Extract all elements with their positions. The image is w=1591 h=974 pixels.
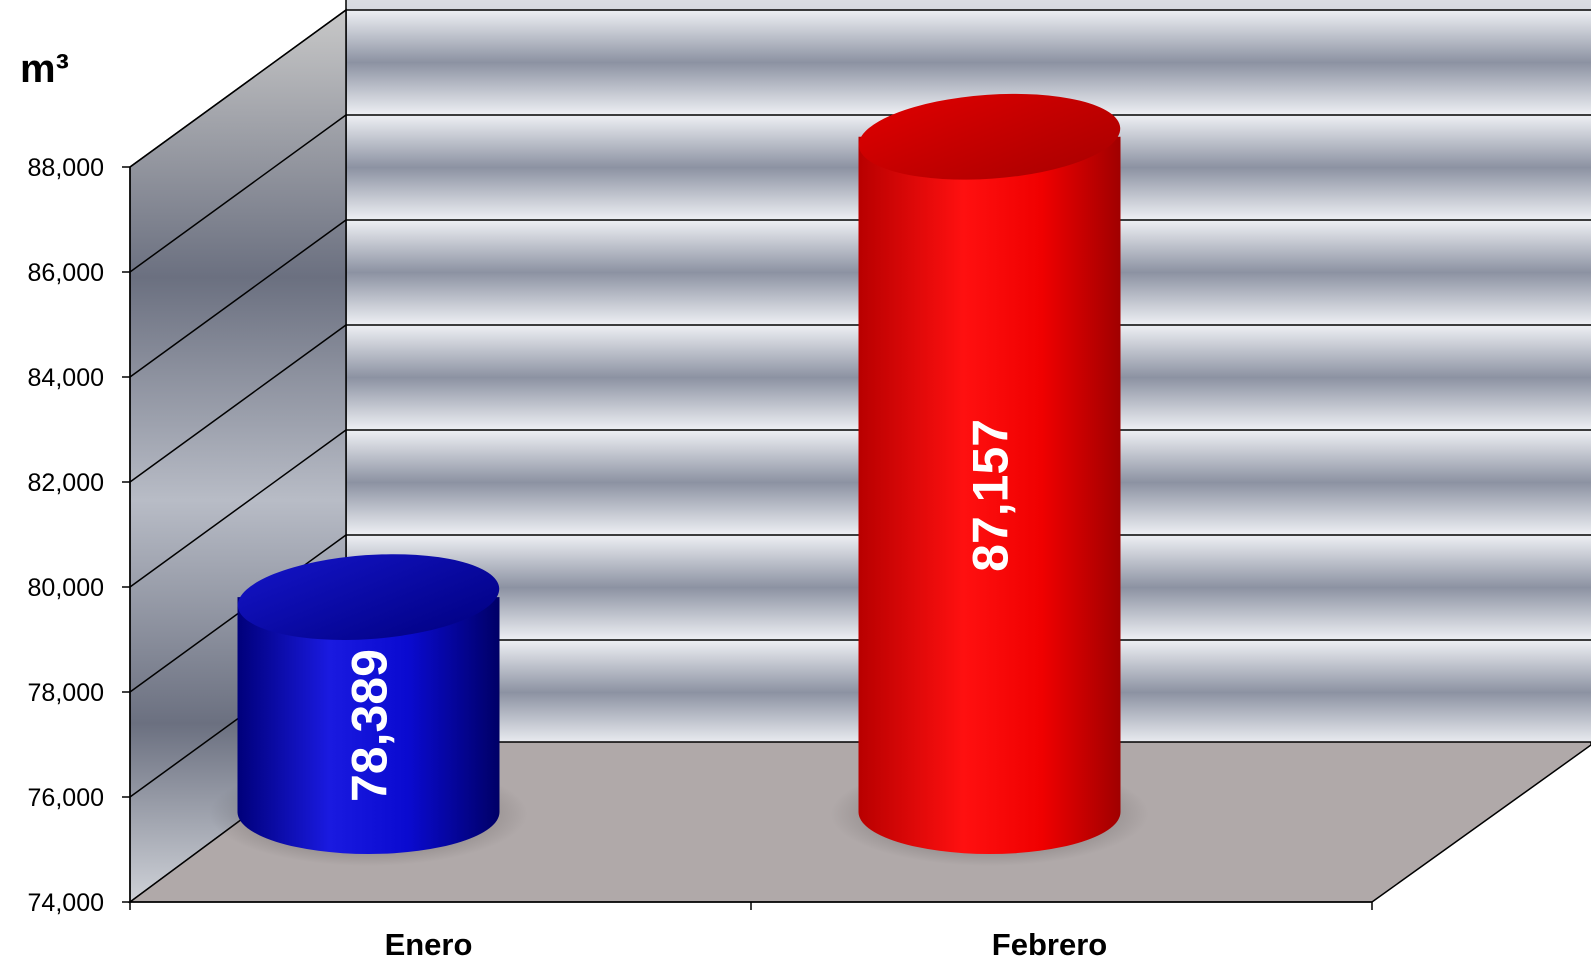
- data-label: 87,157: [963, 419, 1019, 572]
- y-ticks: 74,000 76,000 78,000 80,000 82,000 84,000 86,0…: [28, 154, 130, 917]
- y-tick-label: 78,000: [28, 679, 104, 707]
- bar-top: [237, 554, 500, 640]
- data-label: 78,389: [342, 649, 398, 802]
- bar: [237, 597, 500, 854]
- bars: 78,389 87,157: [209, 93, 1149, 866]
- y-tick-label: 84,000: [28, 364, 104, 392]
- y-tick-label: 74,000: [28, 889, 104, 917]
- gridline-side: [129, 219, 347, 378]
- x-category-label: Febrero: [992, 927, 1107, 962]
- gridline-side: [129, 114, 347, 273]
- y-tick-label: 82,000: [28, 469, 104, 497]
- y-tick-label: 76,000: [28, 784, 104, 812]
- gridline-side: [129, 9, 347, 168]
- x-categories: Enero Febrero: [129, 902, 1373, 962]
- bar: [858, 136, 1121, 854]
- y-tick-label: 88,000: [28, 154, 104, 182]
- y-unit-label: m³: [20, 47, 69, 91]
- x-category-label: Enero: [385, 927, 473, 962]
- bar-febrero: 87,157: [830, 93, 1149, 866]
- y-tick-label: 86,000: [28, 259, 104, 287]
- bar-enero: 78,389: [209, 554, 528, 866]
- gridline-side: [129, 429, 347, 588]
- gridline-side: [129, 324, 347, 483]
- y-tick-label: 80,000: [28, 574, 104, 602]
- wall-band: [346, 0, 1591, 10]
- bar-top: [858, 93, 1121, 180]
